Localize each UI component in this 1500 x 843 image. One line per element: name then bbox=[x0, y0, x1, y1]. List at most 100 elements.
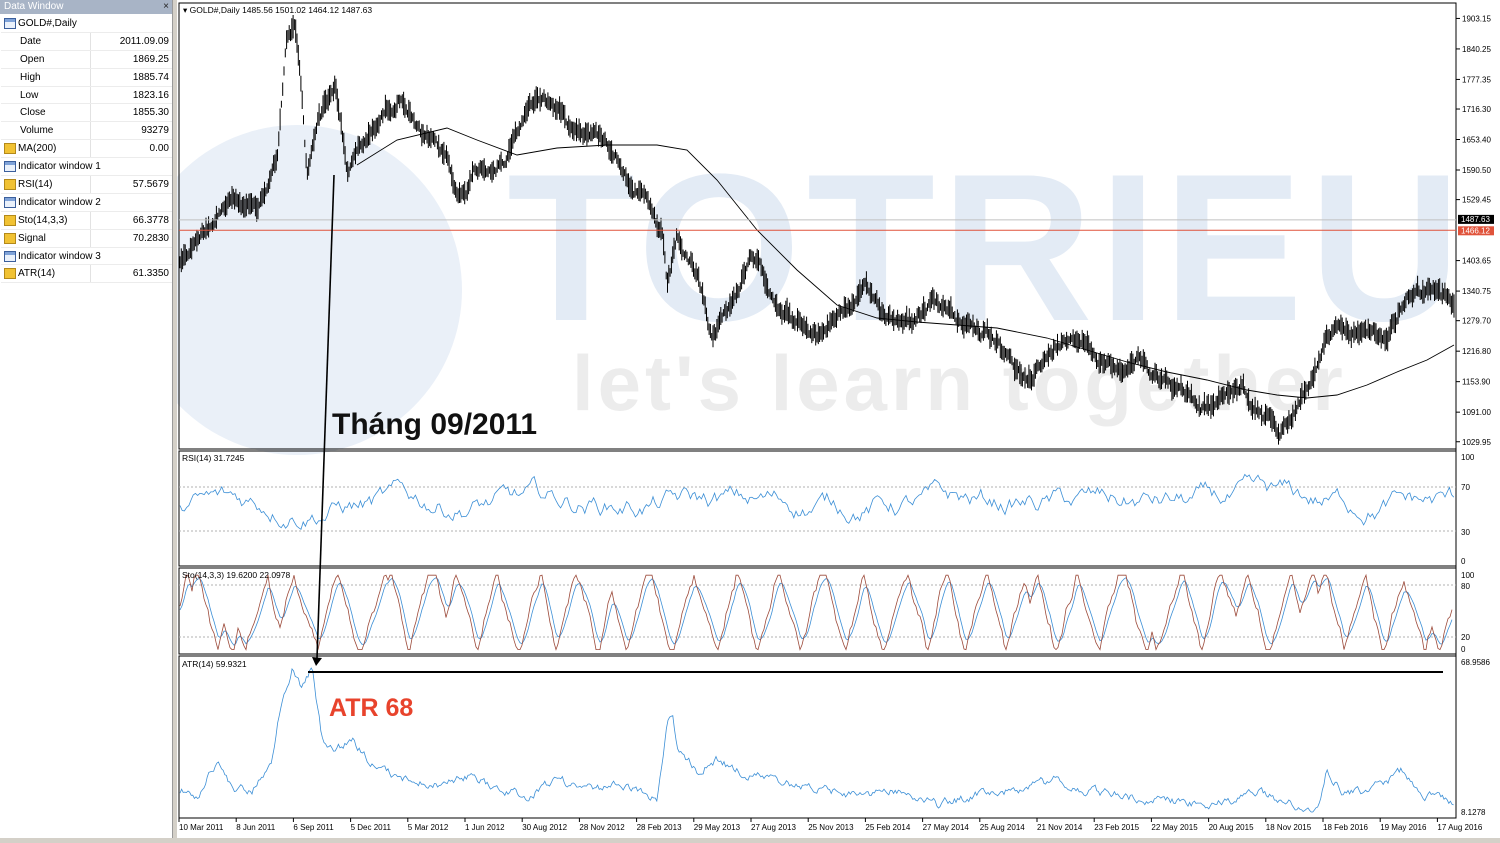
atr-line bbox=[179, 667, 1454, 813]
watermark: TOTRIEU let's learn together bbox=[132, 125, 1461, 455]
price-tick-label: 1777.35 bbox=[1462, 75, 1491, 84]
data-window-row: Indicator window 2 bbox=[1, 194, 172, 212]
time-axis-label: 17 Aug 2016 bbox=[1437, 823, 1482, 832]
data-window-value: 1885.74 bbox=[132, 71, 169, 83]
ma200-line bbox=[356, 127, 1455, 399]
data-window-label: Signal bbox=[18, 232, 46, 244]
data-window-rows: GOLD#,Daily Date 2011.09.09 Open 1869.25 High… bbox=[1, 15, 172, 284]
chart-area[interactable]: TOTRIEU let's learn together 1903.15 1840… bbox=[132, 0, 1500, 838]
data-window-row-label-cell: RSI(14) bbox=[1, 176, 91, 193]
data-window-label: ATR(14) bbox=[18, 268, 56, 280]
data-window-label: Close bbox=[20, 107, 46, 119]
bid-price-tag-bg bbox=[1458, 226, 1494, 236]
data-window-row-label-cell: Date bbox=[1, 32, 91, 50]
data-window-value: 1869.25 bbox=[132, 53, 169, 65]
rsi-line bbox=[179, 473, 1455, 530]
data-window-value: 1855.30 bbox=[132, 107, 169, 119]
data-window-row: Open 1869.25 bbox=[1, 50, 172, 69]
data-window-row-label-cell: ATR(14) bbox=[1, 265, 91, 283]
time-axis-label: 18 Feb 2016 bbox=[1323, 823, 1368, 832]
data-window-row: Indicator window 3 bbox=[1, 248, 172, 266]
close-icon[interactable]: × bbox=[163, 1, 169, 12]
time-axis: 10 Mar 2011 8 Jun 2011 6 Sep 2011 5 Dec 201… bbox=[178, 818, 1483, 832]
sto-signal-line bbox=[179, 577, 1453, 646]
time-axis-label: 10 Mar 2011 bbox=[179, 823, 224, 832]
time-axis-label: 1 Jun 2012 bbox=[465, 823, 505, 832]
current-price-value: 1487.63 bbox=[1461, 215, 1490, 224]
atr-header: ATR(14) 59.9321 bbox=[182, 659, 247, 669]
data-window-row: Sto(14,3,3) 66.3778 bbox=[1, 211, 172, 230]
data-window-label: Open bbox=[20, 53, 45, 65]
indicator-icon bbox=[4, 143, 16, 155]
data-window-title-bar: Data Window × bbox=[0, 0, 172, 14]
price-tick-label: 1716.30 bbox=[1462, 105, 1491, 114]
data-window-row: RSI(14) 57.5679 bbox=[1, 176, 172, 194]
time-axis-label: 23 Feb 2015 bbox=[1094, 823, 1139, 832]
data-window-row: Close 1855.30 bbox=[1, 104, 172, 123]
data-window-row: Date 2011.09.09 bbox=[1, 32, 172, 51]
data-window-value: 70.2830 bbox=[132, 232, 169, 244]
rsi-panel-frame bbox=[178, 450, 1457, 567]
sto-axis-0: 0 bbox=[1461, 645, 1466, 654]
time-axis-label: 28 Feb 2013 bbox=[637, 823, 682, 832]
time-axis-label: 21 Nov 2014 bbox=[1037, 823, 1083, 832]
time-axis-label: 25 Nov 2013 bbox=[808, 823, 854, 832]
window-icon bbox=[4, 17, 16, 29]
time-axis-label: 30 Aug 2012 bbox=[522, 823, 567, 832]
data-window-label: Indicator window 1 bbox=[18, 161, 101, 173]
price-tick-label: 1153.90 bbox=[1462, 378, 1491, 387]
price-tick-label: 1279.70 bbox=[1462, 317, 1491, 326]
window-icon bbox=[4, 250, 16, 262]
data-window-row: ATR(14) 61.3350 bbox=[1, 265, 172, 284]
data-window-value: 0.00 bbox=[149, 143, 169, 155]
price-tick-label: 1216.80 bbox=[1462, 347, 1491, 356]
indicator-icon bbox=[4, 232, 16, 244]
atr-annotation: ATR 68 bbox=[329, 694, 413, 722]
data-window-row: GOLD#,Daily bbox=[1, 15, 172, 33]
time-axis-label: 25 Feb 2014 bbox=[865, 823, 910, 832]
bid-price-tag: 1466.12 bbox=[1458, 226, 1494, 236]
data-window-value: 66.3778 bbox=[132, 214, 169, 226]
data-window-row-label-cell: Low bbox=[1, 86, 91, 104]
chart-canvas[interactable]: TOTRIEU let's learn together 1903.15 1840… bbox=[132, 0, 1500, 838]
price-tick-label: 1091.00 bbox=[1462, 408, 1491, 417]
indicator-icon bbox=[4, 178, 16, 190]
data-window-row-label-cell: Indicator window 2 bbox=[1, 194, 172, 211]
window-icon bbox=[4, 161, 16, 173]
data-window-row-label-cell: Open bbox=[1, 50, 91, 68]
data-window-label: Volume bbox=[20, 125, 54, 137]
sto-panel-frame bbox=[178, 567, 1457, 655]
time-axis-label: 5 Dec 2011 bbox=[351, 823, 392, 832]
month-annotation: Tháng 09/2011 bbox=[332, 408, 537, 441]
time-axis-label: 27 Aug 2013 bbox=[751, 823, 796, 832]
data-window-row-label-cell: High bbox=[1, 68, 91, 86]
price-tick-label: 1653.40 bbox=[1462, 136, 1491, 145]
data-window-value: 61.3350 bbox=[132, 268, 169, 280]
data-window-value: 93279 bbox=[141, 125, 169, 137]
data-window-label: High bbox=[20, 71, 41, 83]
window-icon bbox=[4, 196, 16, 208]
price-tick-label: 1590.50 bbox=[1462, 166, 1491, 175]
rsi-axis-0: 0 bbox=[1461, 557, 1466, 566]
data-window-label: Indicator window 3 bbox=[18, 250, 101, 262]
data-window-label: MA(200) bbox=[18, 143, 57, 155]
rsi-axis-100: 100 bbox=[1461, 453, 1475, 462]
data-window-label: GOLD#,Daily bbox=[18, 17, 77, 29]
dropdown-triangle-icon[interactable]: ▾ bbox=[183, 5, 190, 15]
data-window-label: RSI(14) bbox=[18, 178, 53, 190]
main-chart-header: ▾ GOLD#,Daily 1485.56 1501.02 1464.12 14… bbox=[183, 5, 372, 15]
time-axis-label: 18 Nov 2015 bbox=[1266, 823, 1312, 832]
time-axis-label: 28 Nov 2012 bbox=[579, 823, 625, 832]
data-window-row-label-cell: Close bbox=[1, 104, 91, 122]
sto-header: Sto(14,3,3) 19.6200 22.0978 bbox=[182, 570, 290, 580]
price-tick-label: 1529.45 bbox=[1462, 196, 1491, 205]
atr-axis-bottom: 8.1278 bbox=[1461, 808, 1486, 817]
data-window-title: Data Window bbox=[4, 1, 64, 12]
price-tick-label: 1903.15 bbox=[1462, 14, 1491, 23]
data-window-row: MA(200) 0.00 bbox=[1, 140, 172, 159]
main-chart-header-text: GOLD#,Daily 1485.56 1501.02 1464.12 1487… bbox=[190, 5, 373, 15]
data-window-value: 57.5679 bbox=[132, 179, 169, 191]
data-window-row-label-cell: Indicator window 1 bbox=[1, 158, 172, 175]
sto-axis-100: 100 bbox=[1461, 571, 1475, 580]
time-axis-label: 29 May 2013 bbox=[694, 823, 741, 832]
